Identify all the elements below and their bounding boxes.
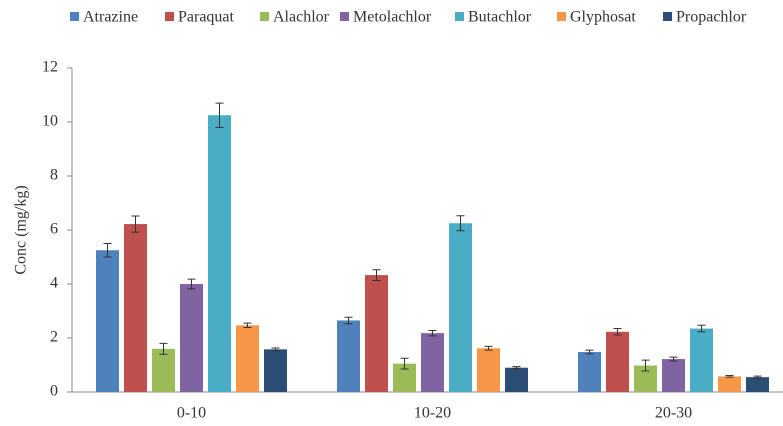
bar — [365, 275, 388, 392]
legend-swatch — [340, 12, 349, 21]
bar — [746, 377, 769, 392]
error-bar — [159, 342, 168, 355]
bar — [449, 223, 472, 392]
bar — [505, 367, 528, 392]
error-bar — [613, 328, 622, 336]
x-tick-label: 20-30 — [655, 405, 692, 422]
error-bar — [585, 349, 594, 355]
bar — [421, 333, 444, 392]
bar — [662, 359, 685, 392]
legend-label: Atrazine — [83, 9, 138, 26]
bar — [124, 224, 147, 392]
error-bar — [456, 215, 465, 232]
legend-label: Butachlor — [468, 9, 532, 26]
y-tick-label: 6 — [50, 221, 58, 238]
legend-swatch — [260, 12, 269, 21]
y-tick-label: 8 — [50, 167, 58, 184]
y-tick-label: 12 — [42, 59, 58, 76]
error-bar — [271, 347, 280, 352]
legend-swatch — [557, 12, 566, 21]
error-bar — [428, 329, 437, 337]
y-tick-label: 0 — [50, 383, 58, 400]
y-axis-label: Conc (mg/kg) — [13, 185, 30, 274]
bar — [393, 363, 416, 392]
bar — [96, 250, 119, 392]
error-bar — [400, 357, 409, 370]
bar — [477, 348, 500, 392]
error-bar — [669, 356, 678, 362]
y-tick-label: 2 — [50, 329, 58, 346]
legend-swatch — [663, 12, 672, 21]
bar — [152, 348, 175, 392]
error-bar — [641, 359, 650, 372]
bar — [264, 349, 287, 392]
legend-label: Glyphosat — [570, 9, 636, 26]
legend-label: Alachlor — [273, 9, 330, 26]
error-bar — [484, 345, 493, 351]
bar — [208, 115, 231, 392]
legend-label: Paraquat — [178, 9, 235, 26]
error-bar — [725, 375, 734, 378]
error-bar — [243, 322, 252, 328]
error-bar — [215, 102, 224, 128]
error-bar — [753, 375, 762, 379]
error-bar — [697, 324, 706, 333]
legend-swatch — [455, 12, 464, 21]
bar — [606, 331, 629, 392]
bar — [337, 320, 360, 392]
bar — [180, 284, 203, 392]
error-bar — [344, 316, 353, 325]
error-bar — [372, 269, 381, 281]
x-tick-label: 0-10 — [177, 405, 206, 422]
bar — [634, 365, 657, 392]
legend-swatch — [70, 12, 79, 21]
bar — [690, 328, 713, 392]
bar — [578, 352, 601, 392]
legend-label: Metolachlor — [353, 9, 432, 26]
y-tick-label: 4 — [50, 275, 58, 292]
error-bar — [131, 215, 140, 233]
y-tick-label: 10 — [42, 113, 58, 130]
x-tick-label: 10-20 — [414, 405, 451, 422]
legend-swatch — [165, 12, 174, 21]
bar — [718, 376, 741, 392]
error-bar — [512, 366, 521, 370]
bar — [236, 325, 259, 392]
error-bar — [103, 243, 112, 258]
legend-label: Propachlor — [676, 9, 747, 26]
error-bar — [187, 278, 196, 290]
